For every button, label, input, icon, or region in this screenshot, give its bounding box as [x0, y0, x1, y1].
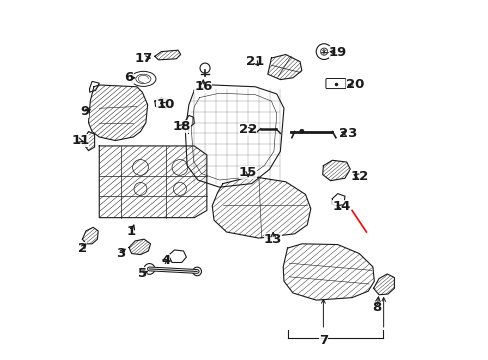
- Text: 14: 14: [331, 201, 350, 213]
- FancyBboxPatch shape: [325, 78, 346, 89]
- Text: 22: 22: [239, 123, 257, 136]
- Text: 7: 7: [318, 334, 327, 347]
- Text: 1: 1: [127, 225, 136, 238]
- Ellipse shape: [136, 74, 151, 84]
- Text: 16: 16: [194, 80, 212, 93]
- Text: 5: 5: [138, 267, 146, 280]
- Text: 9: 9: [80, 105, 89, 118]
- Text: 8: 8: [372, 301, 381, 314]
- Text: 3: 3: [116, 247, 125, 260]
- Ellipse shape: [131, 71, 156, 86]
- Text: 2: 2: [78, 242, 87, 255]
- Text: 13: 13: [264, 233, 282, 246]
- Text: 10: 10: [156, 98, 174, 111]
- Text: 23: 23: [339, 127, 357, 140]
- Text: 20: 20: [346, 78, 364, 91]
- Circle shape: [299, 129, 304, 134]
- Text: 12: 12: [349, 170, 367, 183]
- Text: 19: 19: [328, 46, 346, 59]
- Text: 17: 17: [135, 51, 153, 64]
- Text: 18: 18: [172, 120, 190, 133]
- Text: 11: 11: [71, 134, 89, 147]
- Text: 21: 21: [245, 55, 264, 68]
- Text: 4: 4: [161, 254, 170, 267]
- Text: 6: 6: [124, 71, 133, 84]
- Text: 15: 15: [239, 166, 257, 179]
